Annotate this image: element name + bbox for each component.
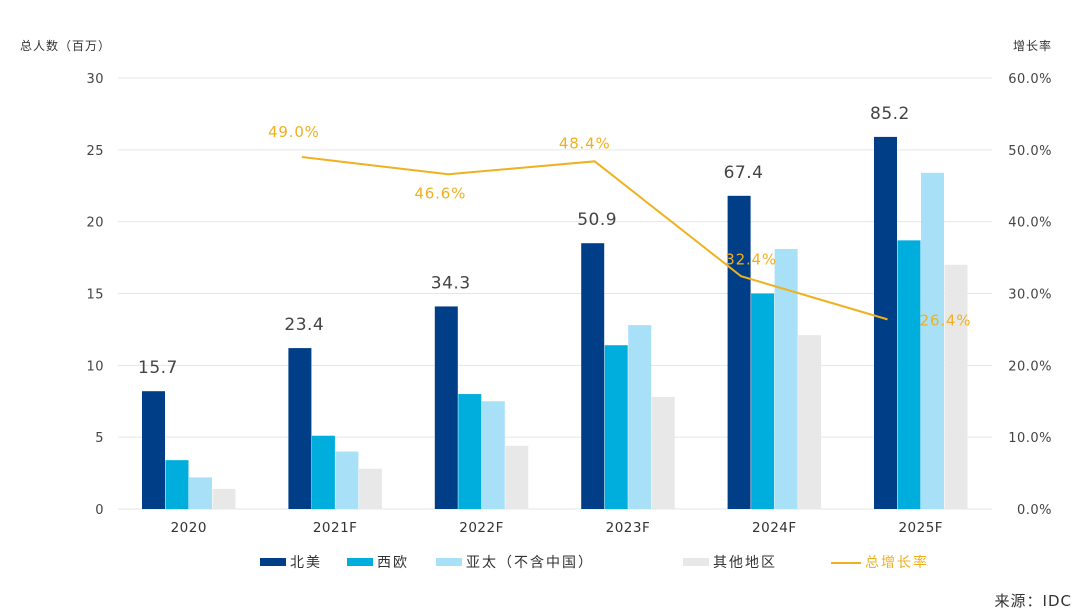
bar — [165, 460, 189, 509]
growth-line — [301, 156, 888, 321]
growth-label: 26.4% — [920, 311, 972, 329]
right-axis-title: 增长率 — [1013, 38, 1052, 53]
legend-label: 北美 — [290, 555, 322, 571]
bar — [628, 325, 652, 509]
category-label: 2023F — [606, 520, 651, 536]
category-label: 2020 — [171, 520, 207, 536]
legend-swatch — [436, 558, 462, 566]
category-label: 2022F — [459, 520, 504, 536]
total-label: 23.4 — [284, 315, 324, 335]
total-label: 67.4 — [724, 163, 764, 183]
legend-label: 西欧 — [377, 555, 409, 571]
left-tick-label: 0 — [95, 503, 104, 518]
left-tick-label: 15 — [86, 288, 104, 303]
left-axis-title: 总人数（百万） — [20, 38, 111, 53]
bar — [288, 348, 312, 509]
total-label: 34.3 — [431, 273, 471, 293]
bar — [921, 172, 944, 509]
bar — [358, 468, 382, 509]
total-label: 85.2 — [870, 104, 910, 124]
growth-label: 46.6% — [414, 184, 466, 202]
bar — [897, 240, 921, 510]
legend-swatch — [347, 558, 373, 566]
growth-label: 48.4% — [559, 134, 611, 152]
bar — [189, 477, 212, 509]
growth-label: 49.0% — [268, 123, 320, 141]
bar — [774, 248, 798, 510]
legend-swatch — [683, 558, 709, 566]
total-label: 15.7 — [138, 358, 178, 378]
bar — [874, 136, 897, 510]
category-label: 2021F — [313, 520, 358, 536]
bar — [944, 264, 968, 509]
right-tick-label: 60.0% — [1008, 72, 1052, 87]
bar — [581, 243, 605, 509]
bars — [142, 136, 968, 510]
bar — [481, 401, 505, 509]
growth-line-path — [301, 156, 888, 321]
left-tick-label: 25 — [86, 144, 104, 159]
legend-label: 亚太（不含中国） — [466, 555, 594, 571]
labels: 总人数（百万） 增长率 来源：IDC 0 5 10 15 20 25 30 0.0% 10.0%… — [20, 38, 1072, 610]
right-tick-label: 0.0% — [1017, 503, 1052, 518]
bar — [434, 306, 458, 509]
bar — [142, 391, 165, 509]
growth-label: 32.4% — [725, 250, 777, 268]
right-tick-label: 30.0% — [1008, 288, 1052, 303]
bar — [727, 195, 751, 509]
left-tick-label: 20 — [86, 216, 104, 231]
bar — [651, 396, 675, 509]
legend-label: 总增长率 — [865, 554, 929, 571]
bar — [798, 335, 822, 509]
bar — [458, 394, 482, 509]
bar — [604, 345, 628, 509]
right-tick-label: 40.0% — [1008, 216, 1052, 231]
legend-label: 其他地区 — [713, 555, 777, 571]
category-label: 2025F — [898, 520, 943, 536]
right-tick-label: 20.0% — [1008, 359, 1052, 374]
legend: 北美 西欧 亚太（不含中国） 其他地区 总增长率 — [260, 554, 929, 571]
left-tick-label: 30 — [86, 72, 104, 87]
total-label: 50.9 — [577, 210, 617, 230]
bar — [335, 451, 359, 509]
right-tick-label: 10.0% — [1008, 431, 1052, 446]
source-note: 来源：IDC — [995, 592, 1072, 610]
bar — [505, 445, 529, 509]
left-tick-label: 10 — [86, 359, 104, 374]
bar — [751, 293, 775, 509]
bar — [311, 435, 335, 509]
left-tick-label: 5 — [95, 431, 104, 446]
gridlines — [118, 77, 992, 510]
legend-swatch — [260, 558, 286, 566]
bar — [212, 488, 236, 509]
category-label: 2024F — [752, 520, 797, 536]
right-tick-label: 50.0% — [1008, 144, 1052, 159]
